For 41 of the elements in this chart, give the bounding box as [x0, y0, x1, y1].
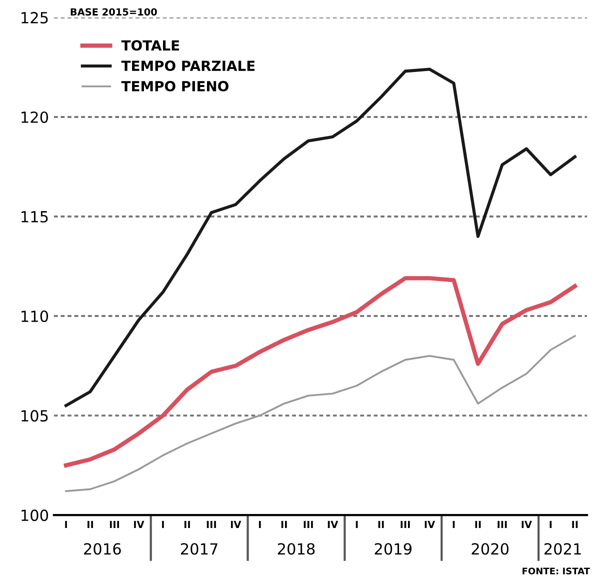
x-tick-label: I [356, 520, 358, 528]
y-tick-label: 120 [22, 111, 48, 124]
x-tick-label: I [65, 520, 67, 528]
x-tick-label: IV [522, 520, 532, 528]
x-tick-label: II [281, 520, 287, 528]
y-tick-label: 100 [22, 510, 48, 522]
text: 2019 [374, 543, 412, 555]
legend-label: TOTALE [121, 40, 180, 51]
x-tick-label: III [110, 520, 120, 528]
x-tick-label: IV [328, 520, 338, 528]
x-tick-label: I [550, 520, 552, 528]
x-tick-label: III [498, 520, 507, 528]
text: 2017 [180, 543, 218, 555]
x-tick-label: II [475, 520, 481, 528]
x-tick-label: IV [424, 520, 436, 528]
legend-label: TEMPO PIENO [121, 80, 228, 92]
x-tick-label: IV [134, 520, 144, 528]
text: 2018 [278, 543, 315, 555]
x-tick-label: III [400, 520, 410, 528]
x-tick-label: IV [230, 520, 242, 528]
y-tick-label: 115 [22, 211, 48, 223]
x-tick-label: II [378, 520, 384, 528]
x-tick-label: II [184, 520, 190, 528]
y-tick-label: 105 [22, 410, 48, 422]
x-tick-label: I [258, 520, 261, 528]
x-tick-label: III [304, 520, 313, 528]
source-note: FONTE: ISTAT [522, 568, 590, 574]
text: 2021 [544, 543, 581, 555]
line-series [64, 276, 577, 468]
x-tick-label: II [88, 520, 93, 528]
y-tick-label: 125 [22, 12, 48, 24]
x-tick-label: I [162, 520, 164, 528]
text: 2016 [84, 543, 121, 555]
legend-label: TEMPO PARZIALE [121, 60, 255, 72]
x-tick-label: I [452, 520, 455, 528]
text: 2020 [472, 543, 509, 555]
line-series [65, 335, 576, 492]
y-tick-label: 110 [22, 310, 48, 322]
x-tick-label: III [206, 520, 216, 528]
text: BASE 2015=100 [70, 8, 157, 16]
x-tick-label: II [572, 520, 578, 528]
